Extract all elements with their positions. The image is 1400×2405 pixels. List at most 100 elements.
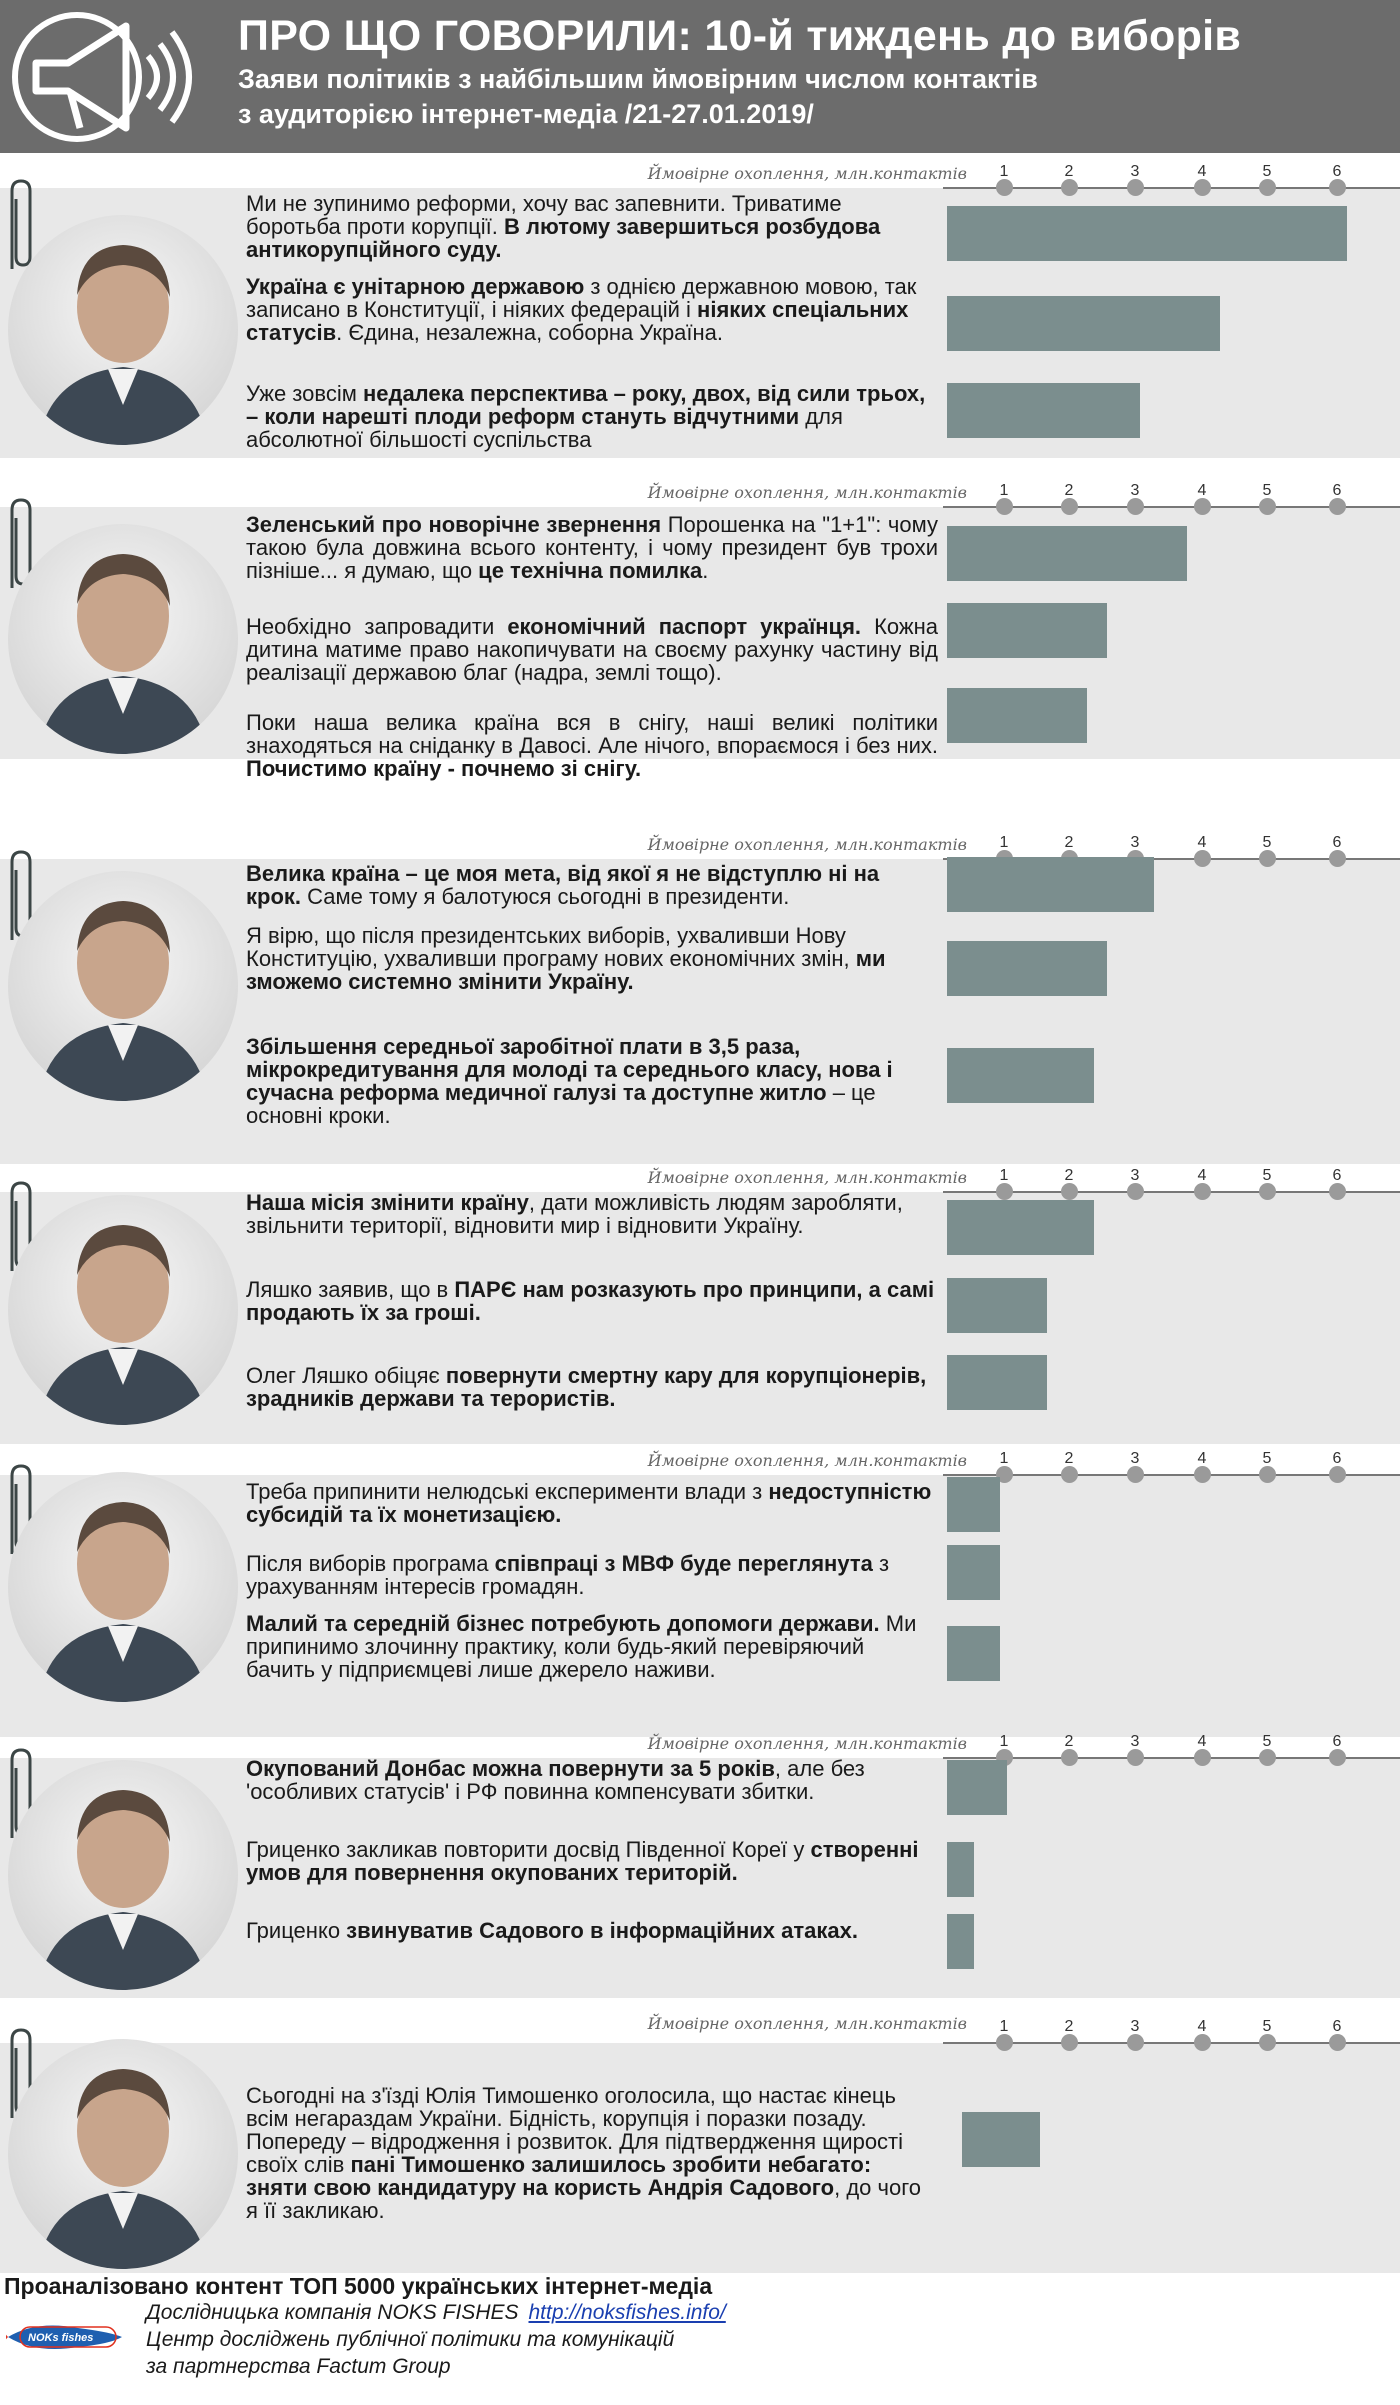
statement-fragment: Треба припинити нелюдські експерименти в… bbox=[246, 1479, 769, 1504]
politician-section: Ймовірне охоплення, млн.контактів 1 2 3 4 5 6 Т… bbox=[0, 1447, 1400, 1737]
reach-bar bbox=[947, 1354, 1048, 1410]
tick-label: 6 bbox=[1332, 163, 1342, 180]
axis-line bbox=[943, 858, 1400, 860]
tick-dot bbox=[1194, 1749, 1211, 1766]
footer-link[interactable]: http://noksfishes.info/ bbox=[528, 2301, 726, 2324]
statement-fragment: з урахуванням інтересів громадян. bbox=[246, 1551, 890, 1599]
subtitle-line-1: Заяви політиків з найбільшим ймовірним ч… bbox=[238, 64, 1038, 94]
statement-text: Окупований Донбас можна повернути за 5 р… bbox=[246, 1757, 938, 1803]
tick-dot bbox=[1194, 498, 1211, 515]
axis-line bbox=[943, 1191, 1400, 1193]
tick-dot bbox=[1329, 179, 1346, 196]
statement-fragment: для абсолютної більшості суспільства bbox=[246, 404, 843, 452]
tick-label: 2 bbox=[1064, 1450, 1074, 1467]
page-subtitle: Заяви політиків з найбільшим ймовірним ч… bbox=[238, 62, 1358, 132]
statement-text: Після виборів програма співпраці з МВФ б… bbox=[246, 1552, 938, 1598]
statement-emphasis: недалека перспектива – року, двох, від с… bbox=[246, 381, 926, 429]
statement-emphasis: економічний паспорт українця. bbox=[507, 614, 862, 639]
reach-bar bbox=[962, 2111, 1041, 2167]
statement-text: Олег Ляшко обіцяє повернути смертну кару… bbox=[246, 1364, 938, 1410]
tick-dot bbox=[1061, 1749, 1078, 1766]
tick-label: 2 bbox=[1064, 163, 1074, 180]
politician-section: Ймовірне охоплення, млн.контактів 1 2 3 4 5 6 О… bbox=[0, 1729, 1400, 1998]
tick-label: 4 bbox=[1197, 163, 1207, 180]
reach-bar bbox=[947, 1199, 1094, 1255]
reach-bar bbox=[947, 382, 1141, 438]
statement-fragment: Олег Ляшко обіцяє bbox=[246, 1363, 446, 1388]
axis-line bbox=[943, 1757, 1400, 1759]
politician-photo bbox=[8, 215, 238, 445]
statement-fragment: . bbox=[702, 558, 709, 583]
tick-dot bbox=[1061, 179, 1078, 196]
reach-bar bbox=[947, 205, 1348, 261]
tick-label: 1 bbox=[999, 834, 1009, 851]
page-title: ПРО ЩО ГОВОРИЛИ: 10-й тиждень до виборів bbox=[238, 12, 1242, 60]
statement-fragment: Саме тому я балотуюся сьогодні в президе… bbox=[301, 884, 790, 909]
tick-dot bbox=[1127, 1749, 1144, 1766]
axis-title: Ймовірне охоплення, млн.контактів bbox=[647, 835, 967, 854]
statement-text: Велика країна – це моя мета, від якої я … bbox=[246, 862, 938, 908]
tick-label: 4 bbox=[1197, 1167, 1207, 1184]
statement-fragment: Гриценко закликав повторити досвід Півде… bbox=[246, 1837, 811, 1862]
tick-dot bbox=[1127, 2034, 1144, 2051]
tick-dot bbox=[1127, 1466, 1144, 1483]
statement-fragment: Уже зовсім bbox=[246, 381, 363, 406]
statement-emphasis: створенні умов для повернення окупованих… bbox=[246, 1837, 919, 1885]
statement-fragment: Ми припинимо злочинну практику, коли буд… bbox=[246, 1611, 917, 1682]
statement-text: Гриценко закликав повторити досвід Півде… bbox=[246, 1838, 938, 1884]
politician-section: Ймовірне охоплення, млн.контактів 1 2 3 4 5 6 В… bbox=[0, 826, 1400, 1164]
reach-bar bbox=[947, 1841, 974, 1897]
noks-fishes-logo: NOKs fishes bbox=[6, 2325, 122, 2350]
tick-dot bbox=[1127, 498, 1144, 515]
tick-label: 6 bbox=[1332, 1450, 1342, 1467]
statement-emphasis: пані Тимошенко залишилось зробити небага… bbox=[246, 2152, 872, 2200]
tick-dot bbox=[1061, 2034, 1078, 2051]
reach-bar bbox=[947, 295, 1221, 351]
tick-label: 4 bbox=[1197, 1733, 1207, 1750]
tick-label: 3 bbox=[1130, 1733, 1140, 1750]
tick-label: 5 bbox=[1262, 834, 1272, 851]
tick-label: 4 bbox=[1197, 2018, 1207, 2035]
statement-fragment: , але без 'особливих статусів' і РФ пови… bbox=[246, 1756, 865, 1804]
statement-text: Україна є унітарною державою з однією де… bbox=[246, 275, 938, 344]
tick-label: 1 bbox=[999, 482, 1009, 499]
axis-line bbox=[943, 1474, 1400, 1476]
tick-dot bbox=[1259, 850, 1276, 867]
statement-text: Ми не зупинимо реформи, хочу вас запевни… bbox=[246, 192, 938, 261]
tick-dot bbox=[1329, 1749, 1346, 1766]
tick-label: 2 bbox=[1064, 1167, 1074, 1184]
statement-text: Гриценко звинуватив Садового в інформаці… bbox=[246, 1919, 938, 1942]
reach-bar bbox=[947, 1047, 1094, 1103]
politician-section: Ймовірне охоплення, млн.контактів 1 2 3 4 5 6 М… bbox=[0, 155, 1400, 458]
statement-fragment: Необхідно запровадити bbox=[246, 614, 508, 639]
footer-analysis-note: Проаналізовано контент ТОП 5000 українсь… bbox=[4, 2273, 713, 2299]
tick-label: 5 bbox=[1262, 2018, 1272, 2035]
tick-label: 3 bbox=[1130, 834, 1140, 851]
footer-company-name: Дослідницька компанія NOKS FISHES bbox=[146, 2301, 519, 2324]
tick-label: 3 bbox=[1130, 2018, 1140, 2035]
statement-fragment: , дати можливість людям заробляти, звіль… bbox=[246, 1190, 903, 1238]
reach-bar bbox=[947, 1277, 1048, 1333]
tick-label: 2 bbox=[1064, 1733, 1074, 1750]
tick-label: 6 bbox=[1332, 834, 1342, 851]
megaphone-icon bbox=[12, 12, 192, 142]
tick-label: 6 bbox=[1332, 2018, 1342, 2035]
statement-fragment: , до чого я її закликаю. bbox=[246, 2175, 921, 2223]
tick-label: 6 bbox=[1332, 482, 1342, 499]
statement-fragment: Ляшко заявив, що в bbox=[246, 1277, 455, 1302]
politician-section: Ймовірне охоплення, млн.контактів 1 2 3 4 5 6 С… bbox=[0, 2000, 1400, 2273]
reach-bar bbox=[947, 1625, 1001, 1681]
tick-label: 1 bbox=[999, 2018, 1009, 2035]
tick-dot bbox=[996, 498, 1013, 515]
reach-bar bbox=[947, 687, 1088, 743]
politician-photo bbox=[8, 524, 238, 754]
axis-title: Ймовірне охоплення, млн.контактів bbox=[647, 483, 967, 502]
tick-label: 5 bbox=[1262, 163, 1272, 180]
tick-dot bbox=[1259, 2034, 1276, 2051]
tick-dot bbox=[1329, 1466, 1346, 1483]
statement-text: Малий та середній бізнес потребують допо… bbox=[246, 1612, 938, 1681]
tick-label: 2 bbox=[1064, 2018, 1074, 2035]
tick-dot bbox=[1259, 1749, 1276, 1766]
reach-bar bbox=[947, 1759, 1008, 1815]
tick-dot bbox=[1061, 1466, 1078, 1483]
